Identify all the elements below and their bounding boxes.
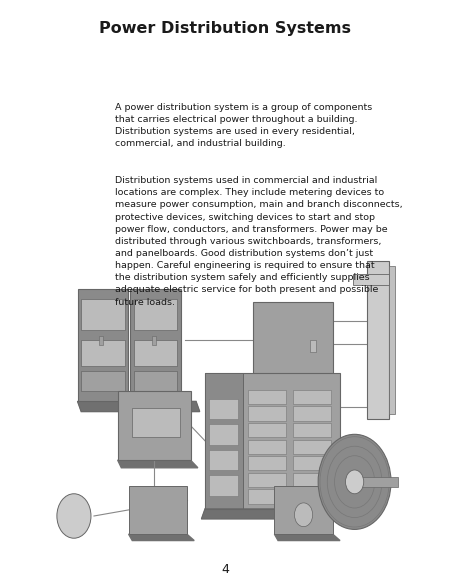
FancyBboxPatch shape: [130, 289, 181, 402]
FancyBboxPatch shape: [274, 485, 333, 534]
FancyBboxPatch shape: [293, 390, 331, 404]
FancyBboxPatch shape: [248, 406, 286, 420]
FancyBboxPatch shape: [209, 399, 238, 419]
Polygon shape: [252, 379, 340, 386]
FancyBboxPatch shape: [353, 275, 389, 285]
Text: Power Distribution Systems: Power Distribution Systems: [99, 21, 351, 36]
Polygon shape: [129, 534, 194, 541]
FancyBboxPatch shape: [293, 423, 331, 437]
FancyBboxPatch shape: [134, 340, 177, 366]
Polygon shape: [77, 402, 200, 411]
FancyBboxPatch shape: [351, 477, 398, 487]
FancyBboxPatch shape: [389, 266, 395, 414]
FancyBboxPatch shape: [209, 424, 238, 445]
FancyBboxPatch shape: [132, 408, 180, 437]
FancyBboxPatch shape: [248, 440, 286, 454]
Text: A power distribution system is a group of components
that carries electrical pow: A power distribution system is a group o…: [115, 103, 372, 148]
Circle shape: [294, 503, 313, 527]
Circle shape: [346, 470, 364, 494]
FancyBboxPatch shape: [134, 371, 177, 391]
FancyBboxPatch shape: [248, 390, 286, 404]
FancyBboxPatch shape: [205, 373, 340, 508]
Circle shape: [57, 494, 91, 538]
Polygon shape: [202, 508, 351, 519]
FancyBboxPatch shape: [209, 475, 238, 496]
FancyBboxPatch shape: [99, 336, 103, 345]
FancyBboxPatch shape: [134, 299, 177, 330]
FancyBboxPatch shape: [81, 340, 125, 366]
FancyBboxPatch shape: [252, 302, 333, 379]
FancyBboxPatch shape: [293, 456, 331, 470]
FancyBboxPatch shape: [293, 406, 331, 420]
FancyBboxPatch shape: [209, 450, 238, 470]
FancyBboxPatch shape: [118, 391, 191, 460]
FancyBboxPatch shape: [248, 490, 286, 504]
Ellipse shape: [318, 434, 391, 529]
FancyBboxPatch shape: [293, 440, 331, 454]
FancyBboxPatch shape: [81, 371, 125, 391]
Polygon shape: [118, 460, 198, 468]
FancyBboxPatch shape: [129, 485, 187, 534]
FancyBboxPatch shape: [81, 299, 125, 330]
FancyBboxPatch shape: [367, 261, 389, 419]
FancyBboxPatch shape: [310, 340, 316, 352]
FancyBboxPatch shape: [248, 423, 286, 437]
FancyBboxPatch shape: [248, 473, 286, 487]
Text: 4: 4: [221, 564, 229, 576]
FancyBboxPatch shape: [293, 490, 331, 504]
Polygon shape: [274, 534, 340, 541]
FancyBboxPatch shape: [205, 373, 243, 508]
Text: Distribution systems used in commercial and industrial
locations are complex. Th: Distribution systems used in commercial …: [115, 176, 402, 306]
FancyBboxPatch shape: [77, 289, 128, 402]
FancyBboxPatch shape: [152, 336, 156, 345]
FancyBboxPatch shape: [293, 473, 331, 487]
FancyBboxPatch shape: [248, 456, 286, 470]
